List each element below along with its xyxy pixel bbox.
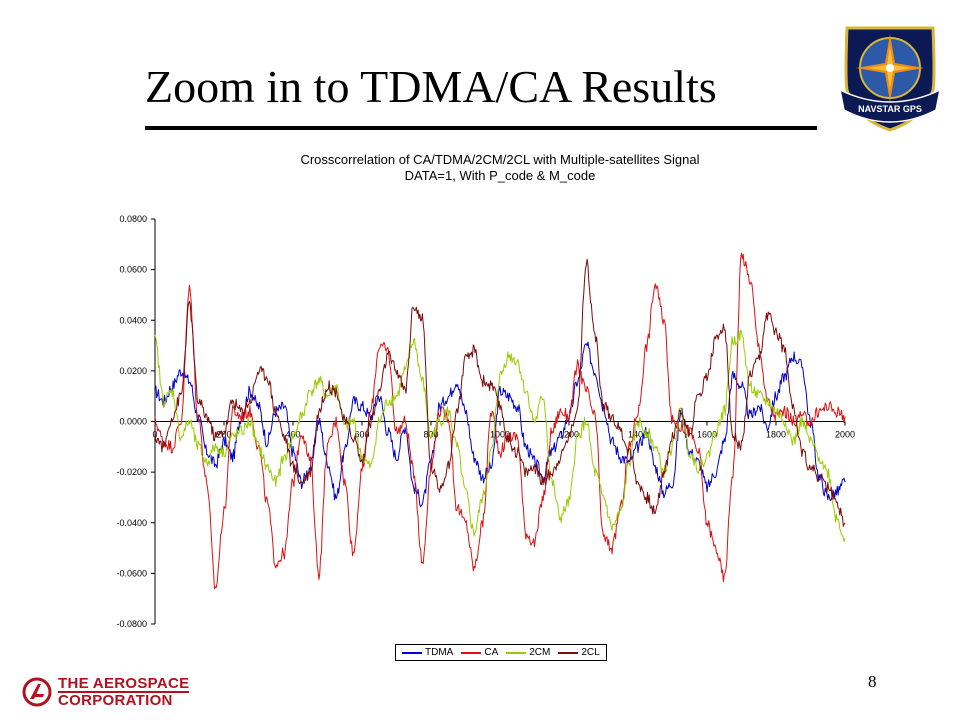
chart-title: Crosscorrelation of CA/TDMA/2CM/2CL with…: [300, 152, 700, 167]
y-tick-label: 0.0000: [119, 417, 147, 427]
legend-label: TDMA: [425, 647, 454, 658]
navstar-gps-emblem: NAVSTAR GPS: [838, 26, 942, 132]
x-tick-label: 1400: [628, 430, 648, 440]
chart-legend: TDMA CA 2CM 2CL: [395, 644, 607, 661]
legend-swatch: [461, 651, 482, 654]
legend-item-tdma: TDMA: [402, 647, 453, 658]
x-tick-label: 2000: [835, 430, 855, 440]
legend-swatch: [402, 651, 422, 654]
x-tick-label: 800: [423, 430, 438, 440]
aerospace-mark-icon: [22, 677, 52, 707]
legend-label: 2CM: [529, 647, 551, 658]
legend-swatch: [506, 651, 527, 654]
y-tick-label: -0.0400: [116, 518, 147, 528]
slide-title: Zoom in to TDMA/CA Results: [145, 61, 717, 112]
legend-item-ca: CA: [461, 647, 498, 658]
series-line-2cm: [154, 329, 846, 542]
title-underline: [145, 126, 817, 130]
y-tick-label: 0.0600: [119, 265, 147, 275]
series-line-2cl: [154, 258, 846, 527]
company-logo: THE AEROSPACE CORPORATION: [22, 675, 190, 709]
company-name-line1: THE AEROSPACE: [58, 675, 190, 692]
legend-swatch: [558, 651, 579, 654]
page-number: 8: [868, 672, 877, 691]
emblem-text: NAVSTAR GPS: [858, 104, 922, 114]
chart-title-block: Crosscorrelation of CA/TDMA/2CM/2CL with…: [150, 152, 850, 184]
legend-item-2cl: 2CL: [558, 647, 600, 658]
legend-label: 2CL: [581, 647, 600, 658]
y-tick-label: -0.0200: [116, 467, 147, 477]
x-tick-label: 1800: [766, 430, 786, 440]
y-tick-label: 0.0400: [119, 315, 147, 325]
x-tick-label: 600: [354, 430, 369, 440]
y-tick-label: 0.0800: [119, 214, 147, 224]
x-tick-label: 1600: [697, 430, 717, 440]
chart-subtitle: DATA=1, With P_code & M_code: [404, 168, 596, 183]
series-line-ca: [154, 252, 846, 590]
x-tick-label: 400: [285, 430, 300, 440]
y-tick-label: -0.0600: [116, 568, 147, 578]
series-line-tdma: [154, 341, 846, 508]
y-tick-label: -0.0800: [116, 619, 147, 629]
company-name-line2: CORPORATION: [58, 692, 173, 709]
legend-item-2cm: 2CM: [506, 647, 550, 658]
x-tick-label: 1000: [490, 430, 510, 440]
legend-label: CA: [484, 647, 499, 658]
y-tick-label: 0.0200: [119, 366, 147, 376]
